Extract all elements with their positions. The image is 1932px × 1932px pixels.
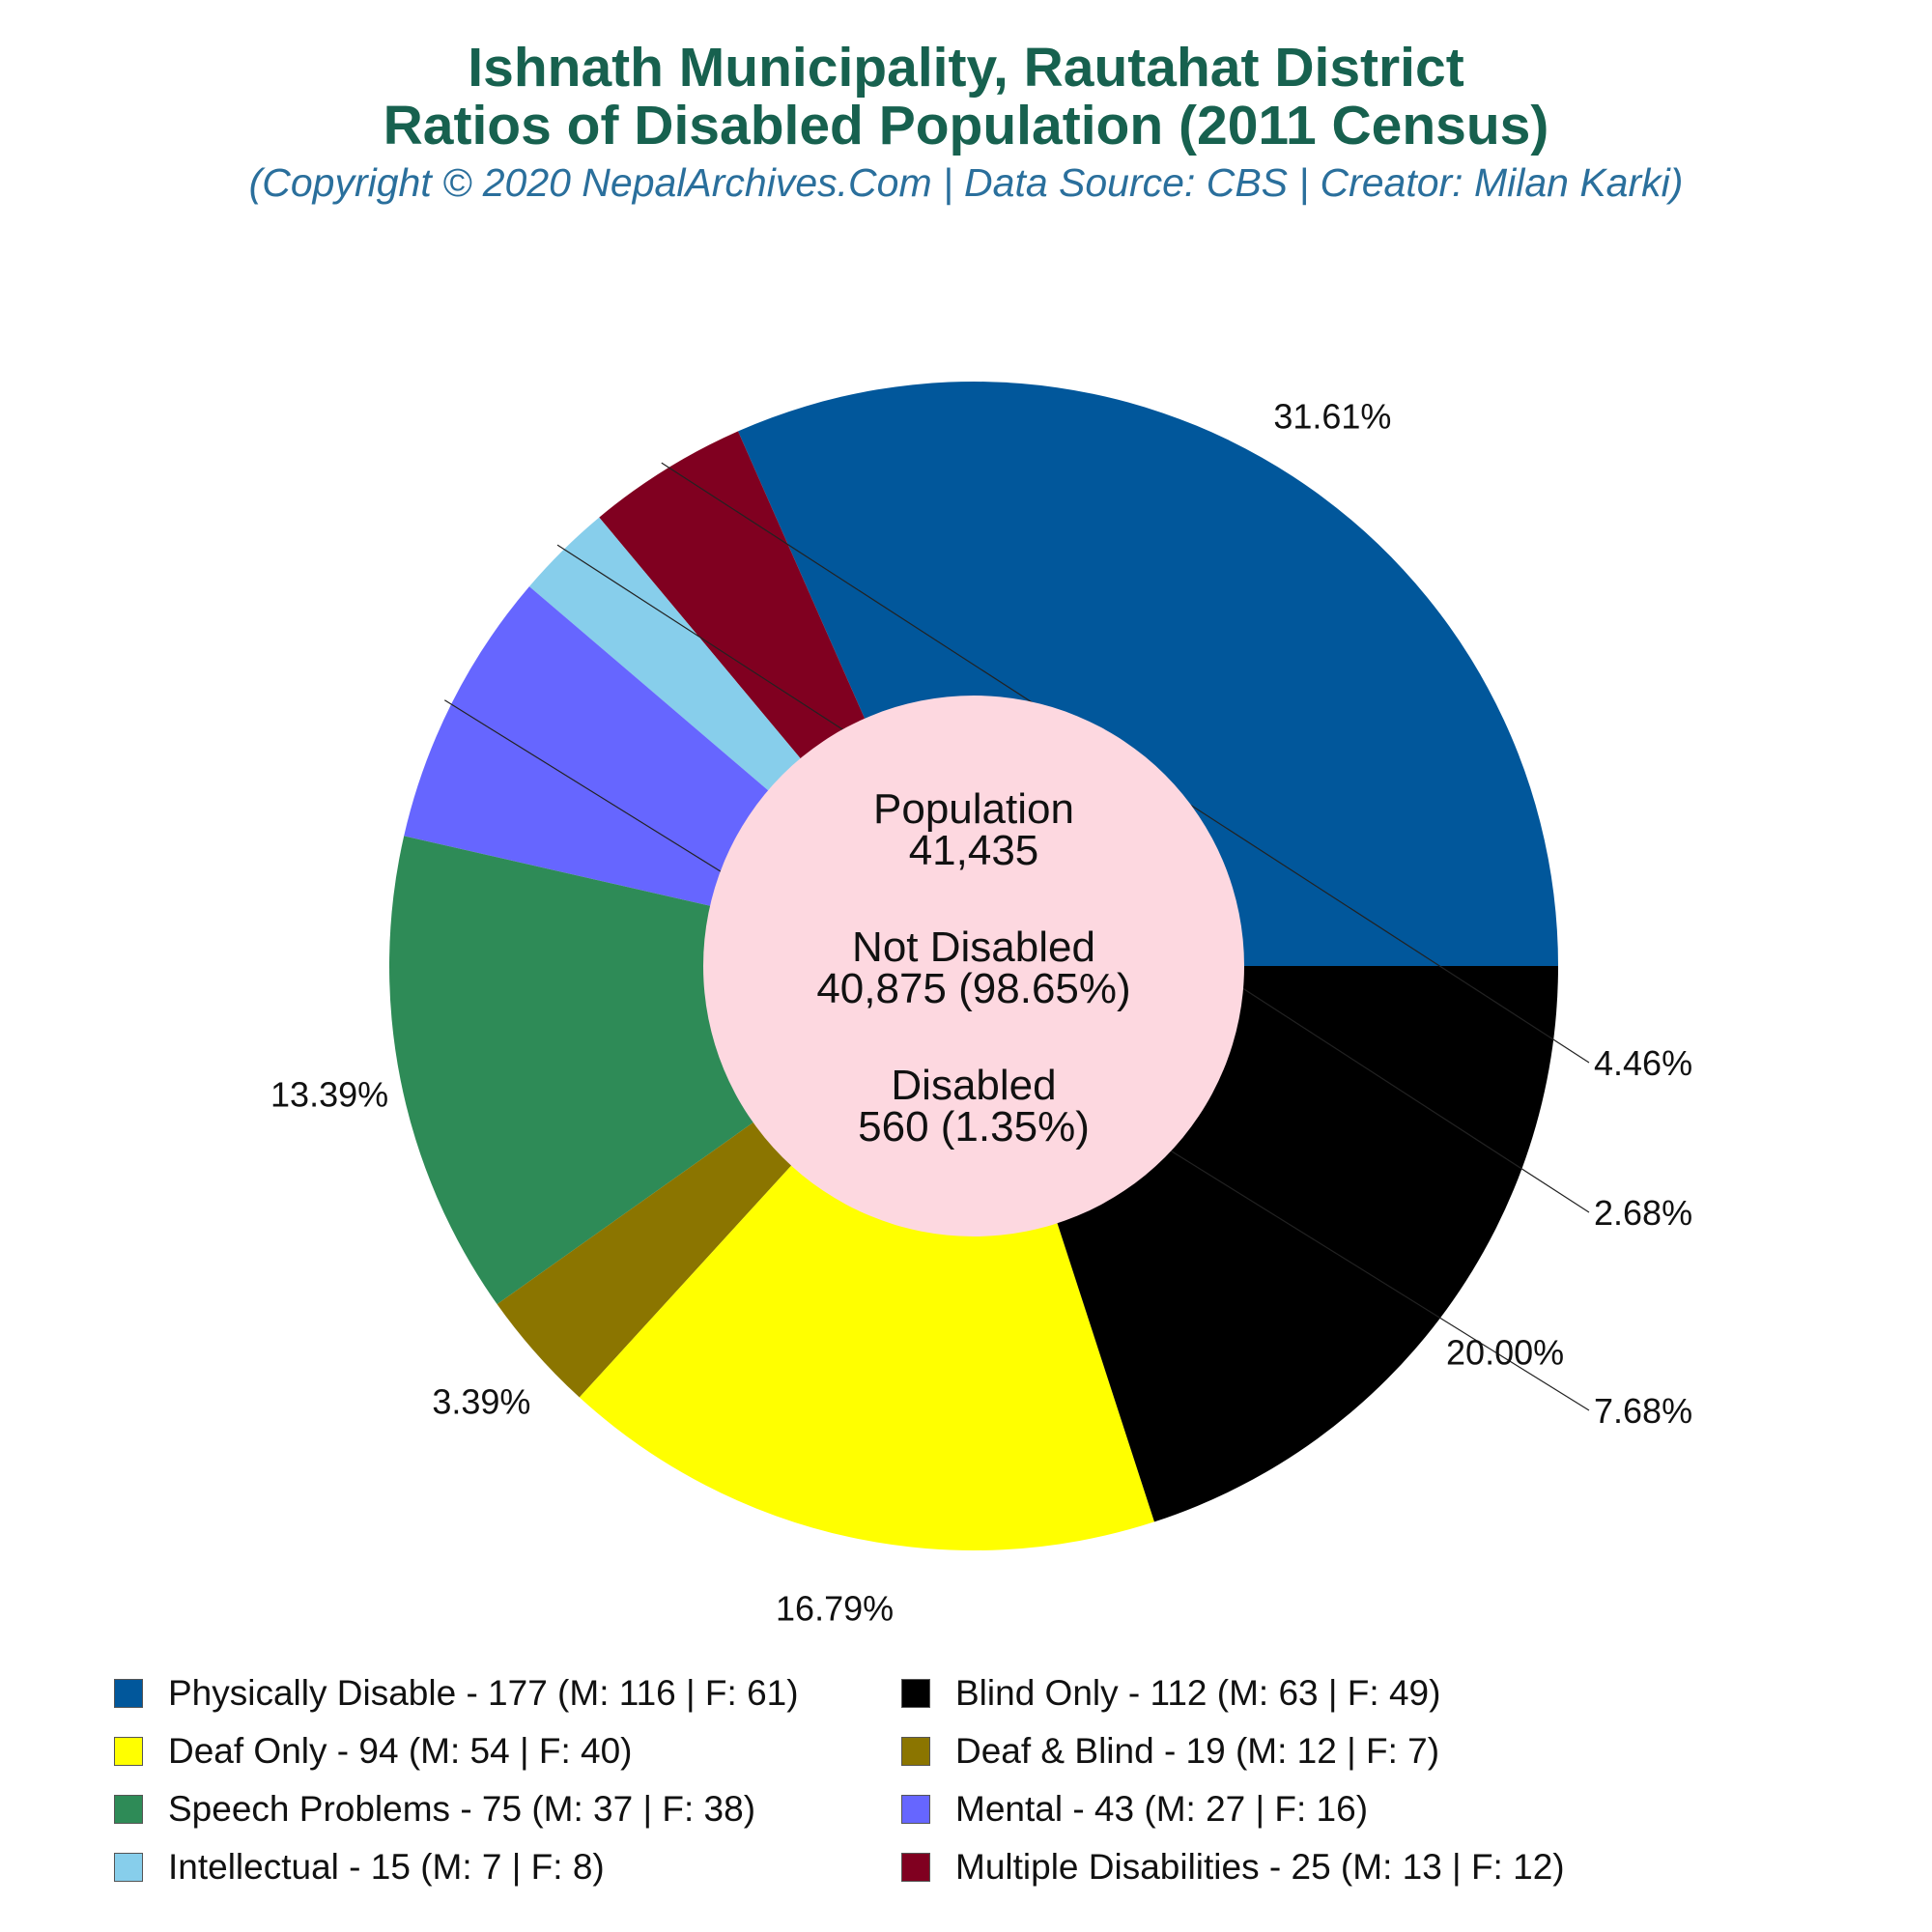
legend-swatch (114, 1679, 143, 1708)
legend-label: Intellectual - 15 (M: 7 | F: 8) (168, 1847, 605, 1887)
legend-swatch (114, 1737, 143, 1766)
legend-label: Deaf Only - 94 (M: 54 | F: 40) (168, 1731, 633, 1771)
legend-item: Blind Only - 112 (M: 63 | F: 49) (901, 1669, 1440, 1718)
legend-label: Deaf & Blind - 19 (M: 12 | F: 7) (955, 1731, 1440, 1771)
legend-item: Multiple Disabilities - 25 (M: 13 | F: 1… (901, 1843, 1565, 1891)
legend-label: Mental - 43 (M: 27 | F: 16) (955, 1789, 1369, 1829)
slice-percent-label: 16.79% (776, 1589, 894, 1629)
legend-label: Physically Disable - 177 (M: 116 | F: 61… (168, 1673, 799, 1713)
center-not-disabled-value: 40,875 (98.65%) (816, 965, 1130, 1012)
legend-swatch (114, 1795, 143, 1824)
chart-titles: Ishnath Municipality, Rautahat District … (0, 39, 1932, 207)
legend-item: Speech Problems - 75 (M: 37 | F: 38) (114, 1785, 755, 1833)
slice-percent-label: 20.00% (1446, 1333, 1564, 1373)
center-disabled-label: Disabled (891, 1062, 1056, 1109)
legend-swatch (901, 1795, 930, 1824)
legend-item: Mental - 43 (M: 27 | F: 16) (901, 1785, 1368, 1833)
donut-center (703, 696, 1244, 1236)
slice-percent-label: 2.68% (1594, 1193, 1692, 1233)
legend-item: Physically Disable - 177 (M: 116 | F: 61… (114, 1669, 799, 1718)
legend-swatch (901, 1853, 930, 1882)
center-text: Population 41,435 Not Disabled 40,875 (9… (816, 785, 1130, 1151)
legend-label: Speech Problems - 75 (M: 37 | F: 38) (168, 1789, 756, 1829)
legend-swatch (901, 1737, 930, 1766)
legend-item: Intellectual - 15 (M: 7 | F: 8) (114, 1843, 605, 1891)
percent-labels-group: 31.61% 4.46% 2.68% 7.68% 13.39% 3.39% 16.79% 20… (270, 396, 1692, 1628)
center-disabled-value: 560 (1.35%) (858, 1103, 1090, 1151)
slice-percent-label: 3.39% (432, 1381, 530, 1421)
chart-title-line-2: Ratios of Disabled Population (2011 Cens… (383, 95, 1549, 156)
legend-label: Multiple Disabilities - 25 (M: 13 | F: 1… (955, 1847, 1565, 1887)
chart-subtitle: (Copyright © 2020 NepalArchives.Com | Da… (248, 160, 1684, 205)
legend-swatch (114, 1853, 143, 1882)
legend-item: Deaf & Blind - 19 (M: 12 | F: 7) (901, 1727, 1439, 1776)
legend-item: Deaf Only - 94 (M: 54 | F: 40) (114, 1727, 633, 1776)
slice-percent-label: 4.46% (1594, 1043, 1692, 1083)
chart-title-line-1: Ishnath Municipality, Rautahat District (468, 37, 1464, 99)
slice-percent-label: 7.68% (1594, 1391, 1692, 1431)
center-population-value: 41,435 (909, 827, 1039, 874)
legend-label: Blind Only - 112 (M: 63 | F: 49) (955, 1673, 1441, 1713)
slice-percent-label: 31.61% (1273, 396, 1391, 436)
legend-swatch (901, 1679, 930, 1708)
center-population-label: Population (873, 785, 1074, 833)
slice-percent-label: 13.39% (270, 1075, 388, 1115)
center-not-disabled-label: Not Disabled (852, 923, 1095, 971)
